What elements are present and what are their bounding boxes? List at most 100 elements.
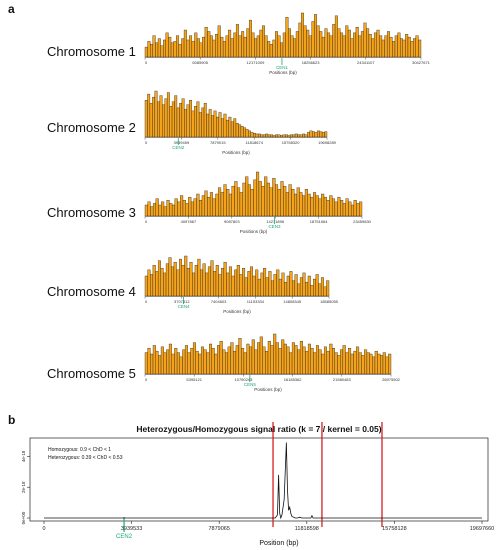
chr1-bar-50 [275, 31, 278, 58]
chr5-bar-10 [171, 353, 175, 375]
chr2-bar-6 [159, 95, 163, 138]
chr3-bar-24 [209, 192, 213, 217]
chr4-bar-54 [286, 275, 290, 297]
chr3-bar-63 [315, 195, 319, 217]
chr5-bar-41 [254, 349, 258, 375]
chr2-bar-8 [164, 98, 168, 138]
chr2-bar-25 [206, 113, 210, 138]
chr3-bar-74 [345, 198, 349, 217]
chr1-bar-22 [202, 36, 206, 58]
chr5-bar-20 [198, 353, 202, 375]
chr2-tick-label-4: 15758320 [282, 140, 301, 145]
chr5-bar-69 [329, 343, 333, 375]
chr1-bar-100 [405, 34, 409, 58]
chr5-bar-23 [206, 352, 210, 375]
chr5-bar-74 [342, 345, 346, 375]
chr3-bar-12 [177, 201, 181, 217]
chr4-bar-7 [163, 272, 167, 297]
chr1-bar-79 [350, 38, 354, 58]
chr3-bar-38 [247, 184, 251, 217]
chr1-bar-0 [144, 46, 148, 58]
panel-a-label: a [8, 2, 15, 16]
chr1-tick-label-0: 0 [145, 60, 148, 65]
chr1-bar-16 [186, 39, 190, 58]
chr1-bar-2 [150, 44, 153, 58]
chr1-bar-29 [220, 36, 224, 58]
chr3-bar-33 [234, 181, 238, 217]
chr5-bar-56 [294, 345, 298, 375]
chr3-tick-label-0: 0 [145, 219, 148, 224]
chr1-bar-59 [298, 22, 302, 58]
chr3-bar-79 [359, 201, 363, 217]
chr2-bar-7 [162, 104, 165, 138]
x-tick-label-2: 7879065 [208, 526, 229, 532]
chr3-bar-72 [340, 200, 344, 217]
chr1-bar-47 [267, 41, 271, 58]
cen2-label: CEN2 [116, 534, 133, 540]
chr2-bar-4 [154, 90, 158, 138]
chr5-bar-31 [227, 346, 231, 375]
chr4-bar-51 [278, 278, 282, 297]
chr3-bar-26 [215, 193, 219, 217]
chr3-bar-56 [296, 187, 300, 217]
chr3-bar-76 [350, 204, 355, 217]
chr3-bar-17 [190, 201, 194, 217]
chromosome-1-label: Chromosome 1 [47, 44, 136, 59]
chr4-bar-30 [223, 261, 227, 297]
chr4-bar-46 [265, 277, 269, 297]
chr4-bar-18 [192, 272, 196, 297]
chr1-bar-46 [264, 35, 268, 58]
chr1-bar-72 [332, 24, 336, 58]
chr1-bar-52 [280, 42, 284, 58]
chr2-bar-33 [225, 119, 229, 138]
chr4-bar-39 [247, 271, 251, 297]
signal-ratio-line [44, 442, 482, 520]
chr2-bar-50 [267, 134, 271, 138]
chr1-bar-74 [337, 28, 341, 58]
chr5-bar-13 [179, 356, 183, 375]
chr5-bar-0 [144, 352, 148, 375]
chr1-bar-7 [163, 39, 167, 58]
chr2-bar-16 [184, 109, 187, 138]
chr3-bar-65 [321, 193, 325, 217]
chr1-bar-38 [243, 36, 247, 58]
chr2-bar-12 [174, 95, 178, 138]
chr1-bar-37 [241, 31, 245, 58]
chr5-bar-27 [217, 345, 221, 375]
chr5-bar-4 [155, 350, 159, 375]
chr5-bar-40 [251, 339, 255, 375]
chr1-bar-44 [259, 29, 263, 58]
chr2-bar-5 [157, 101, 160, 138]
chr2-bar-66 [307, 132, 310, 138]
x-tick-label-4: 15758128 [382, 526, 406, 532]
chr5-bar-15 [184, 345, 188, 375]
chr3-bar-5 [158, 204, 162, 217]
chr3-bar-25 [212, 198, 216, 217]
chr5-bar-6 [160, 346, 164, 375]
chr1-tick-label-4: 24341107 [357, 60, 375, 65]
chr3-bar-29 [223, 184, 227, 217]
chr1-bar-14 [181, 38, 185, 58]
chr4-bar-27 [215, 265, 219, 297]
chr5-bar-22 [203, 349, 207, 375]
chr1-bar-104 [415, 35, 419, 58]
signal-x-axis-label: Position (bp) [259, 540, 298, 547]
chr3-bar-20 [199, 200, 203, 217]
chr5-bar-61 [307, 343, 311, 375]
chr5-bar-26 [214, 353, 218, 375]
chr5-bar-47 [270, 345, 274, 375]
chr5-bar-43 [259, 336, 263, 375]
chr2-bar-10 [169, 106, 173, 138]
chr2-bar-34 [228, 116, 232, 138]
chr5-tick-label-3: 16185362 [284, 377, 303, 382]
chr3-bar-3 [152, 203, 157, 217]
chr1-bar-5 [157, 38, 161, 58]
chr5-bar-85 [372, 356, 376, 375]
chr4-tick-label-5: 18585055 [320, 299, 339, 304]
chr5-bar-33 [233, 350, 237, 375]
chr4-bar-21 [200, 269, 204, 297]
chr2-bar-63 [299, 134, 303, 138]
chr3-bar-42 [258, 181, 262, 217]
chr2-bar-31 [221, 118, 224, 138]
